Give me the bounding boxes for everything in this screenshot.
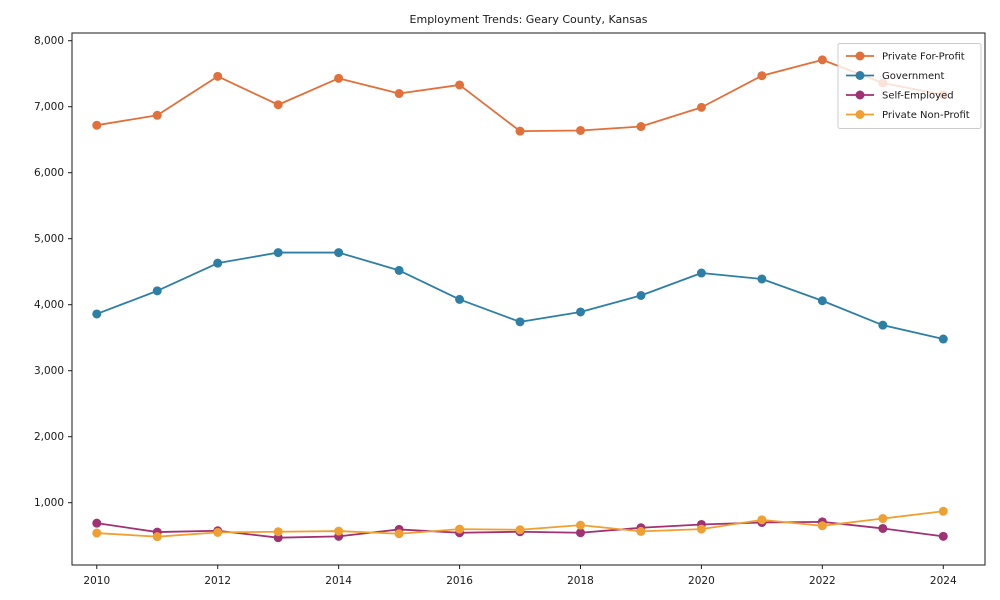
legend-box bbox=[837, 43, 982, 129]
x-axis-tick-label: 2022 bbox=[809, 575, 836, 587]
data-point-self-employed-2023 bbox=[878, 523, 888, 533]
legend-swatch-marker bbox=[855, 51, 865, 61]
data-point-government-2017 bbox=[515, 317, 525, 327]
data-point-private-for-profit-2011 bbox=[152, 110, 162, 120]
x-axis: 2010 2012 2014 2016 2018 2020 2022 2024 bbox=[83, 565, 957, 587]
data-point-government-2011 bbox=[152, 286, 162, 296]
data-point-government-2014 bbox=[334, 248, 344, 258]
data-point-private-non-profit-2011 bbox=[152, 532, 162, 542]
y-axis-tick-label: 5,000 bbox=[34, 233, 64, 245]
data-point-government-2024 bbox=[938, 334, 948, 344]
data-point-government-2021 bbox=[757, 274, 767, 284]
data-point-private-non-profit-2017 bbox=[515, 525, 525, 535]
data-point-private-for-profit-2019 bbox=[636, 122, 646, 132]
data-point-private-non-profit-2010 bbox=[92, 528, 102, 538]
data-point-government-2019 bbox=[636, 290, 646, 300]
legend-item-self-employed: Self-Employed bbox=[846, 90, 954, 102]
x-axis-tick-label: 2020 bbox=[688, 575, 715, 587]
data-point-private-non-profit-2016 bbox=[455, 524, 465, 534]
data-point-self-employed-2018 bbox=[575, 528, 585, 538]
data-point-private-non-profit-2014 bbox=[334, 526, 344, 536]
data-point-private-non-profit-2019 bbox=[636, 526, 646, 536]
data-point-private-non-profit-2024 bbox=[938, 506, 948, 516]
series-line-private-for-profit bbox=[96, 58, 944, 133]
data-point-private-for-profit-2022 bbox=[817, 55, 827, 65]
data-point-private-for-profit-2021 bbox=[757, 71, 767, 81]
data-point-government-2023 bbox=[878, 320, 888, 330]
data-point-government-2013 bbox=[273, 248, 283, 258]
legend-swatch-marker bbox=[855, 110, 865, 119]
data-point-private-for-profit-2016 bbox=[455, 80, 465, 90]
legend-label: Government bbox=[882, 71, 944, 82]
data-point-government-2010 bbox=[92, 309, 102, 319]
series-private-non-profit bbox=[92, 506, 948, 542]
data-point-private-non-profit-2021 bbox=[757, 515, 767, 525]
y-axis-tick-label: 6,000 bbox=[34, 167, 64, 179]
x-axis-tick-label: 2014 bbox=[325, 575, 352, 587]
legend-item-private-non-profit: Private Non-Profit bbox=[846, 110, 970, 121]
data-point-private-for-profit-2017 bbox=[515, 126, 525, 136]
chart-title: Employment Trends: Geary County, Kansas bbox=[409, 13, 648, 26]
data-point-private-for-profit-2012 bbox=[213, 71, 223, 81]
data-point-private-non-profit-2015 bbox=[394, 529, 404, 539]
legend-label: Private For-Profit bbox=[882, 52, 965, 63]
data-point-private-non-profit-2020 bbox=[696, 524, 706, 534]
data-point-private-non-profit-2013 bbox=[273, 527, 283, 537]
data-point-private-for-profit-2020 bbox=[696, 102, 706, 112]
x-axis-tick-label: 2010 bbox=[83, 575, 110, 587]
data-point-private-for-profit-2015 bbox=[394, 89, 404, 99]
y-axis: 1,000 2,000 3,000 4,000 5,000 6,000 7,000 8,000 bbox=[34, 35, 72, 509]
y-axis-tick-label: 8,000 bbox=[34, 35, 64, 47]
data-point-private-for-profit-2018 bbox=[575, 125, 585, 135]
data-point-government-2012 bbox=[213, 258, 223, 268]
data-point-private-non-profit-2023 bbox=[878, 514, 888, 524]
legend: Private For-Profit Government Self-Employe… bbox=[837, 43, 982, 129]
legend-swatch-marker bbox=[855, 90, 865, 100]
data-point-private-non-profit-2022 bbox=[817, 521, 827, 531]
x-axis-tick-label: 2016 bbox=[446, 575, 473, 587]
series-private-for-profit bbox=[92, 55, 948, 136]
series-government bbox=[92, 248, 948, 344]
data-point-government-2015 bbox=[394, 265, 404, 275]
x-axis-tick-label: 2018 bbox=[567, 575, 594, 587]
legend-swatch-marker bbox=[855, 71, 865, 80]
data-point-private-non-profit-2012 bbox=[213, 527, 223, 537]
data-point-government-2020 bbox=[696, 268, 706, 278]
data-point-government-2018 bbox=[575, 307, 585, 317]
x-axis-tick-label: 2024 bbox=[930, 575, 957, 587]
legend-item-private-for-profit: Private For-Profit bbox=[846, 51, 965, 63]
x-axis-tick-label: 2012 bbox=[204, 575, 231, 587]
legend-item-government: Government bbox=[846, 71, 944, 82]
legend-label: Self-Employed bbox=[882, 91, 954, 102]
data-point-government-2016 bbox=[455, 294, 465, 304]
y-axis-tick-label: 2,000 bbox=[34, 431, 64, 443]
plot-frame bbox=[71, 32, 986, 566]
data-point-government-2022 bbox=[817, 296, 827, 306]
data-point-private-for-profit-2014 bbox=[334, 73, 344, 83]
data-point-self-employed-2010 bbox=[92, 518, 102, 528]
data-point-private-for-profit-2010 bbox=[92, 120, 102, 130]
data-point-private-for-profit-2013 bbox=[273, 100, 283, 110]
y-axis-tick-label: 4,000 bbox=[34, 299, 64, 311]
legend-label: Private Non-Profit bbox=[882, 110, 970, 121]
data-point-private-non-profit-2018 bbox=[575, 520, 585, 530]
data-point-self-employed-2024 bbox=[938, 531, 948, 541]
y-axis-tick-label: 1,000 bbox=[34, 497, 64, 509]
y-axis-tick-label: 3,000 bbox=[34, 365, 64, 377]
y-axis-tick-label: 7,000 bbox=[34, 101, 64, 113]
